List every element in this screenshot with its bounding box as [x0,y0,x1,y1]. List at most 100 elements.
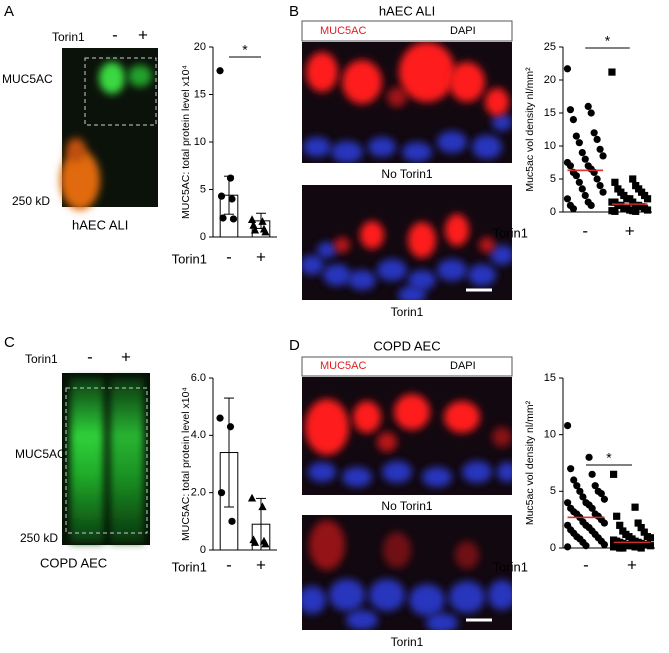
data-point [582,542,590,550]
data-point [566,162,575,170]
nucleus [437,131,467,153]
data-point [610,470,618,478]
blot-caption: COPD AEC [40,555,107,570]
data-point [572,172,580,180]
mucin [479,237,495,253]
condition-label: + [138,25,148,44]
nucleus [346,610,378,630]
data-point [640,528,648,536]
data-point [261,227,270,236]
data-point [599,188,607,196]
nucleus [488,580,512,610]
data-point [600,495,609,503]
mucin [492,427,512,447]
mucin [306,52,338,92]
data-point [613,512,621,520]
nucleus [449,581,485,613]
data-point [228,195,236,203]
y-tick-label: 6.0 [191,372,206,384]
data-point [569,116,577,124]
data-point [599,152,607,160]
data-point [646,542,654,550]
nucleus [408,270,436,290]
x-tick-label: - [582,221,588,240]
data-point [581,191,589,200]
x-tick-label: + [627,555,637,574]
nucleus [462,461,492,483]
nucleus [377,259,407,281]
mucin [399,42,455,102]
mucin [394,394,430,430]
y-axis-label: Muc5ac vol density nl/mm² [524,400,536,525]
data-point [575,139,583,147]
data-point [578,185,586,193]
data-point [229,215,238,223]
treatment-label: Torin1 [52,30,85,44]
data-point [616,521,624,529]
data-point [590,129,598,137]
data-point [567,465,575,473]
x-tick-label: + [256,247,266,266]
data-point [611,178,619,186]
y-tick-label: 10 [544,140,556,152]
data-point [585,453,593,461]
nucleus [369,579,405,611]
data-point [226,174,235,182]
data-point [581,155,589,163]
data-point [611,207,619,215]
mucin [309,520,345,570]
mucin [342,60,382,104]
data-point [576,487,584,495]
data-point [643,195,652,203]
nucleus [382,461,412,483]
image-caption: Torin1 [391,635,424,649]
y-axis-label: MUC5AC: total protein level x10⁴ [180,65,192,219]
data-point [572,132,580,140]
stain-legend [301,356,513,377]
data-point [646,534,654,542]
x-tick-label: - [226,247,232,266]
data-point [216,67,224,75]
mucin [387,87,407,107]
y-tick-label: 0 [200,544,206,556]
data-point [564,422,572,430]
data-point [217,489,226,497]
y-tick-label: 0 [550,542,556,554]
y-tick-label: 10 [544,429,556,441]
blot-caption: hAEC ALI [72,217,128,232]
data-point [563,65,572,73]
condition-label: - [112,25,118,44]
nucleus [492,113,512,131]
data-point [600,541,609,549]
data-point [593,175,601,183]
y-tick-label: 4.0 [191,429,206,441]
y-tick-label: 20 [194,41,206,53]
data-point [570,476,578,484]
condition-label: - [87,347,93,366]
x-tick-label: + [625,221,635,240]
y-tick-label: 15 [194,88,206,100]
data-point [587,201,595,209]
data-point [578,149,586,157]
data-point [587,109,595,117]
mucin [449,62,485,102]
data-point [226,423,235,431]
x-axis-label: Torin1 [172,251,207,266]
data-point [632,207,640,215]
y-tick-label: 0 [550,206,556,218]
data-point [593,135,601,143]
data-point [216,414,224,422]
data-point [564,499,572,507]
micrograph [302,185,512,300]
data-point [608,68,616,76]
nucleus [402,142,432,162]
data-point [573,482,581,490]
y-axis-label: Muc5ac vol density nl/mm² [524,67,536,192]
marker-label: 250 kD [12,194,50,208]
mucin [445,214,469,246]
data-point [588,504,596,512]
nucleus [303,137,331,157]
micrograph [302,42,512,163]
data-point [584,102,592,110]
micrograph-content [303,42,512,163]
